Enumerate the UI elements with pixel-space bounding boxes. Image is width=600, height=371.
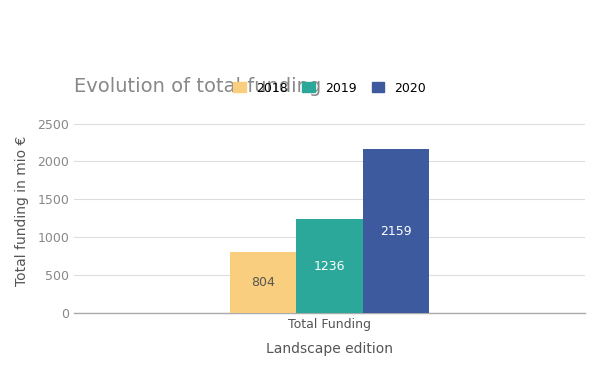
Text: Evolution of total funding: Evolution of total funding — [74, 77, 322, 96]
Y-axis label: Total funding in mio €: Total funding in mio € — [15, 135, 29, 286]
X-axis label: Landscape edition: Landscape edition — [266, 342, 393, 356]
Legend: 2018, 2019, 2020: 2018, 2019, 2020 — [229, 78, 430, 98]
Bar — [363, 150, 429, 313]
Bar — [230, 252, 296, 313]
Text: 804: 804 — [251, 276, 275, 289]
Text: 1236: 1236 — [314, 260, 345, 273]
Bar — [296, 219, 363, 313]
Text: 2159: 2159 — [380, 225, 412, 238]
